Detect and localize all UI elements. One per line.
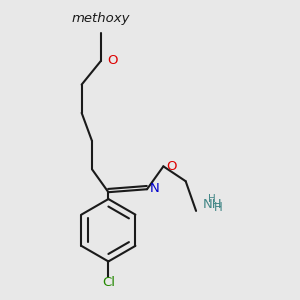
Text: O: O: [166, 160, 177, 173]
Text: methoxy: methoxy: [72, 12, 130, 25]
Text: NH: NH: [202, 199, 222, 212]
Text: Cl: Cl: [102, 276, 115, 289]
Text: H: H: [214, 201, 223, 214]
Text: H: H: [208, 194, 216, 204]
Text: O: O: [107, 54, 118, 67]
Text: N: N: [150, 182, 160, 194]
